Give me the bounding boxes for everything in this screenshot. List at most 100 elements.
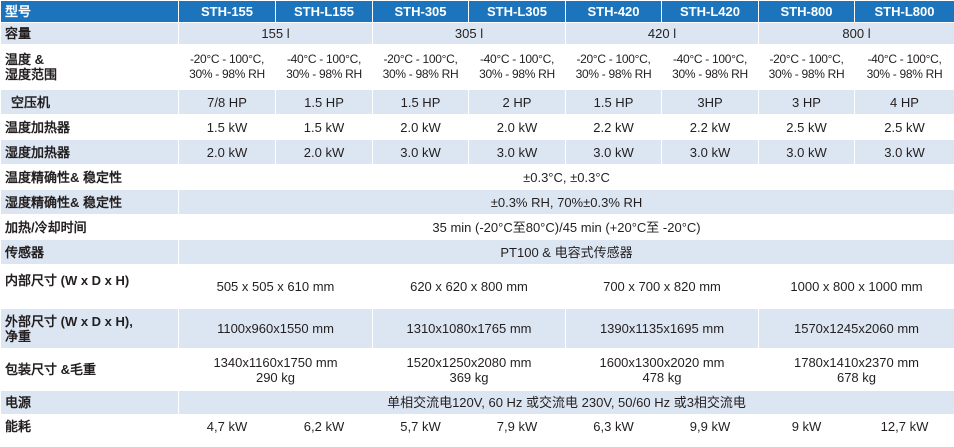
range-value: -40°C - 100°C, 30% - 98% RH <box>661 44 759 90</box>
temp-range: -20°C - 100°C, <box>576 52 651 66</box>
temp-heater-value: 2.0 kW <box>468 114 566 140</box>
consumption-value: 5,7 kW <box>372 414 469 439</box>
temp-heater-value: 2.2 kW <box>565 114 662 140</box>
outer-dim-value: 1310x1080x1765 mm <box>372 308 566 349</box>
temp-range: -40°C - 100°C, <box>867 52 942 66</box>
consumption-value: 12,7 kW <box>854 414 954 439</box>
inner-dim-value: 1000 x 800 x 1000 mm <box>758 264 954 309</box>
temp-accuracy-value: ±0.3°C, ±0.3°C <box>178 164 954 190</box>
compressor-value: 2 HP <box>468 89 566 115</box>
capacity-value: 420 l <box>565 22 759 45</box>
capacity-value: 155 l <box>178 22 373 45</box>
power-row: 电源 单相交流电120V, 60 Hz 或交流电 230V, 50/60 Hz … <box>0 390 954 415</box>
hum-heater-value: 3.0 kW <box>372 139 469 165</box>
rh-range: 30% - 98% RH <box>672 67 748 81</box>
consumption-value: 4,7 kW <box>178 414 276 439</box>
model-name: STH-L155 <box>275 0 373 23</box>
hum-heater-value: 3.0 kW <box>468 139 566 165</box>
pack-dim-value: 1340x1160x1750 mm 290 kg <box>178 348 373 391</box>
outer-dim-value: 1570x1245x2060 mm <box>758 308 954 349</box>
inner-dim-value: 620 x 620 x 800 mm <box>372 264 566 309</box>
model-name: STH-420 <box>565 0 662 23</box>
rh-range: 30% - 98% RH <box>866 67 943 81</box>
hum-heater-value: 3.0 kW <box>854 139 954 165</box>
consumption-row: 能耗 4,7 kW 6,2 kW 5,7 kW 7,9 kW 6,3 kW 9,… <box>0 414 954 439</box>
range-value: -40°C - 100°C, 30% - 98% RH <box>275 44 373 90</box>
hum-accuracy-row: 湿度精确性& 稳定性 ±0.3% RH, 70%±0.3% RH <box>0 189 954 215</box>
compressor-value: 1.5 HP <box>275 89 373 115</box>
temp-heater-value: 2.5 kW <box>758 114 855 140</box>
model-name: STH-L420 <box>661 0 759 23</box>
range-value: -20°C - 100°C, 30% - 98% RH <box>758 44 855 90</box>
row-label: 容量 <box>0 22 179 45</box>
hum-heater-value: 3.0 kW <box>758 139 855 165</box>
pack-dim-value: 1780x1410x2370 mm 678 kg <box>758 348 954 391</box>
outer-dim-value: 1100x960x1550 mm <box>178 308 373 349</box>
row-label: 温度 & 湿度范围 <box>0 44 179 90</box>
pack-dim-value: 1600x1300x2020 mm 478 kg <box>565 348 759 391</box>
outer-dim-value: 1390x1135x1695 mm <box>565 308 759 349</box>
pack-dim: 1780x1410x2370 mm <box>793 354 920 370</box>
pack-dim-value: 1520x1250x2080 mm 369 kg <box>372 348 566 391</box>
row-label: 加热/冷却时间 <box>0 214 179 240</box>
capacity-value: 800 l <box>758 22 954 45</box>
capacity-value: 305 l <box>372 22 566 45</box>
temp-heater-row: 温度加热器 1.5 kW 1.5 kW 2.0 kW 2.0 kW 2.2 kW… <box>0 114 954 140</box>
gross-weight: 678 kg <box>836 369 877 385</box>
range-value: -40°C - 100°C, 30% - 98% RH <box>854 44 954 90</box>
rh-range: 30% - 98% RH <box>479 67 555 81</box>
row-label-line: 净重 <box>5 328 32 344</box>
consumption-value: 6,3 kW <box>565 414 662 439</box>
hum-heater-value: 3.0 kW <box>661 139 759 165</box>
row-label: 内部尺寸 (W x D x H) <box>0 264 179 309</box>
gross-weight: 478 kg <box>642 369 682 385</box>
row-label-line: 湿度范围 <box>5 67 58 82</box>
sensor-value: PT100 & 电容式传感器 <box>178 239 954 265</box>
compressor-value: 3 HP <box>758 89 855 115</box>
rh-range: 30% - 98% RH <box>382 67 459 81</box>
pack-dim: 1520x1250x2080 mm <box>406 354 532 370</box>
row-label: 电源 <box>0 390 179 415</box>
hum-heater-value: 2.0 kW <box>275 139 373 165</box>
temp-range: -40°C - 100°C, <box>286 52 362 66</box>
compressor-value: 3HP <box>661 89 759 115</box>
hum-accuracy-value: ±0.3% RH, 70%±0.3% RH <box>178 189 954 215</box>
capacity-row: 容量 155 l 305 l 420 l 800 l <box>0 22 954 45</box>
pack-dim-row: 包装尺寸 &毛重 1340x1160x1750 mm 290 kg 1520x12… <box>0 348 954 391</box>
temp-range: -40°C - 100°C, <box>479 52 555 66</box>
row-label: 空压机 <box>0 89 179 115</box>
consumption-value: 9,9 kW <box>661 414 759 439</box>
consumption-value: 6,2 kW <box>275 414 373 439</box>
header-label: 型号 <box>0 0 179 23</box>
compressor-value: 1.5 HP <box>565 89 662 115</box>
sensor-row: 传感器 PT100 & 电容式传感器 <box>0 239 954 265</box>
outer-dim-row: 外部尺寸 (W x D x H), 净重 1100x960x1550 mm 131… <box>0 308 954 349</box>
row-label-line: 外部尺寸 (W x D x H), <box>5 313 133 329</box>
heat-cool-value: 35 min (-20°C至80°C)/45 min (+20°C至 -20°C… <box>178 214 954 240</box>
row-label: 包装尺寸 &毛重 <box>0 348 179 391</box>
model-name: STH-L305 <box>468 0 566 23</box>
row-label: 温度加热器 <box>0 114 179 140</box>
rh-range: 30% - 98% RH <box>768 67 845 81</box>
range-value: -40°C - 100°C, 30% - 98% RH <box>468 44 566 90</box>
range-value: -20°C - 100°C, 30% - 98% RH <box>178 44 276 90</box>
heat-cool-row: 加热/冷却时间 35 min (-20°C至80°C)/45 min (+20°… <box>0 214 954 240</box>
inner-dim-value: 505 x 505 x 610 mm <box>178 264 373 309</box>
model-name: STH-800 <box>758 0 855 23</box>
gross-weight: 290 kg <box>255 369 296 385</box>
consumption-value: 9 kW <box>758 414 855 439</box>
temp-range: -20°C - 100°C, <box>383 52 458 66</box>
row-label-line: 温度 & <box>5 52 45 67</box>
temp-heater-value: 2.0 kW <box>372 114 469 140</box>
row-label: 湿度加热器 <box>0 139 179 165</box>
compressor-value: 7/8 HP <box>178 89 276 115</box>
range-value: -20°C - 100°C, 30% - 98% RH <box>372 44 469 90</box>
hum-heater-value: 3.0 kW <box>565 139 662 165</box>
temp-heater-value: 2.5 kW <box>854 114 954 140</box>
row-label: 传感器 <box>0 239 179 265</box>
compressor-row: 空压机 7/8 HP 1.5 HP 1.5 HP 2 HP 1.5 HP 3HP… <box>0 89 954 115</box>
temp-heater-value: 1.5 kW <box>275 114 373 140</box>
compressor-value: 4 HP <box>854 89 954 115</box>
inner-dim-row: 内部尺寸 (W x D x H) 505 x 505 x 610 mm 620 … <box>0 264 954 309</box>
row-label: 湿度精确性& 稳定性 <box>0 189 179 215</box>
